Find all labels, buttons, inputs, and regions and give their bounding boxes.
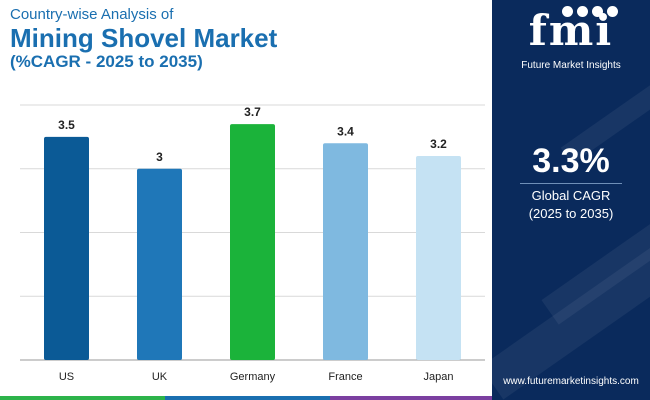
global-cagr-label: Global CAGR: [531, 188, 611, 203]
logo-dot-icon: [562, 6, 573, 17]
x-tick-label: US: [59, 371, 74, 383]
kpi-divider: [520, 183, 622, 184]
bar-chart: 3.5 US 3 UK 3.7 Germany 3.4 France 3.2 Japan: [20, 104, 485, 383]
global-cagr-period: (2025 to 2035): [528, 206, 614, 221]
bar-france: [323, 143, 368, 360]
data-label: 3.4: [337, 124, 354, 138]
logo-dot-icon: [577, 6, 588, 17]
x-tick-label: Japan: [424, 371, 454, 383]
logo-icons: [552, 4, 632, 18]
chart-subtitle: Country-wise Analysis of: [10, 6, 174, 23]
data-label: 3: [156, 150, 163, 164]
brand-name: Future Market Insights: [521, 60, 621, 71]
logo-dot-icon: [607, 6, 618, 17]
logo-dot-icon: [592, 6, 603, 17]
x-tick-label: Germany: [230, 371, 276, 383]
chart-title: Mining Shovel Market: [10, 23, 278, 53]
fmi-logo: fmi Future Market Insights: [492, 0, 650, 78]
bottom-color-bar: [0, 396, 492, 400]
bar-us: [44, 136, 89, 360]
bar-germany: [230, 124, 275, 360]
side-panel: fmi Future Market Insights 3.3% Global C…: [492, 0, 650, 400]
cagr-range-label: (%CAGR - 2025 to 2035): [10, 52, 203, 71]
logo-text: fmi: [528, 6, 614, 55]
data-label: 3.5: [58, 118, 75, 132]
website-link[interactable]: www.futuremarketinsights.com: [503, 376, 639, 387]
data-label: 3.2: [430, 137, 447, 151]
data-label: 3.7: [244, 105, 261, 119]
title-block: Country-wise Analysis of Mining Shovel M…: [10, 6, 277, 72]
global-cagr-value: 3.3%: [532, 142, 610, 180]
x-tick-label: UK: [152, 371, 168, 383]
bar-uk: [137, 168, 182, 360]
x-tick-label: France: [328, 371, 362, 383]
bar-japan: [416, 156, 461, 360]
